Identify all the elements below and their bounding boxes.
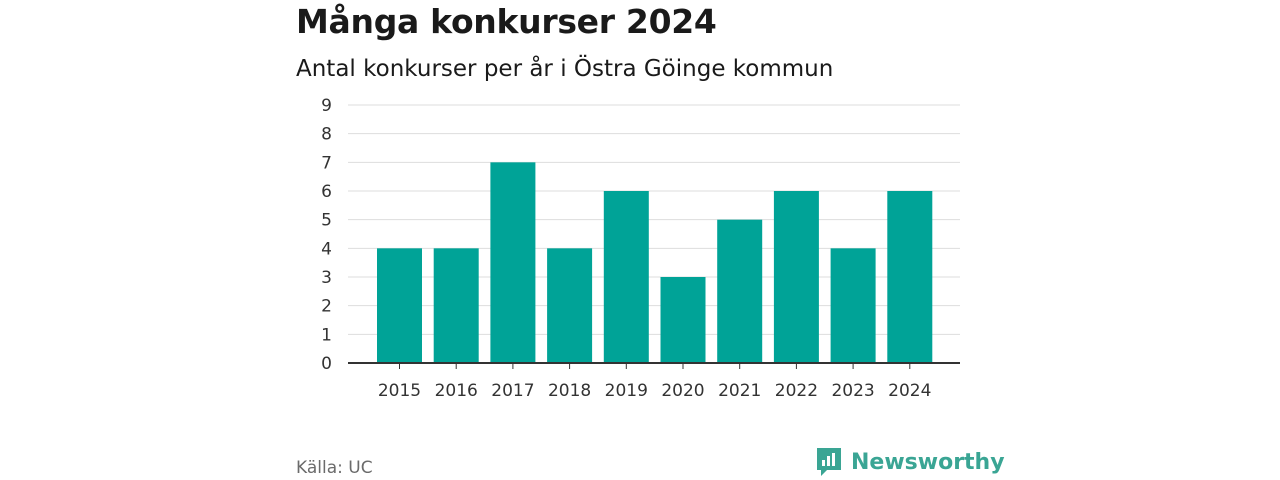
x-tick-label: 2017 — [491, 381, 534, 401]
bar-chart: 0 1 2 3 4 5 6 7 8 9 2015 2016 2017 2018 2019 2020 2021 20… — [321, 96, 960, 401]
x-tick-label: 2023 — [831, 381, 874, 401]
y-tick-label: 9 — [321, 96, 332, 116]
bar — [717, 219, 763, 363]
bar — [773, 191, 819, 363]
bar — [490, 162, 536, 363]
bar — [887, 191, 933, 363]
y-tick-label: 4 — [321, 239, 332, 259]
bar — [433, 248, 479, 363]
y-tick-label: 2 — [321, 297, 332, 317]
chart-subtitle: Antal konkurser per år i Östra Göinge ko… — [296, 56, 834, 82]
y-tick-label: 1 — [321, 325, 332, 345]
x-tick-label: 2015 — [378, 381, 421, 401]
y-tick-label: 6 — [321, 182, 332, 202]
x-tick-label: 2018 — [548, 381, 591, 401]
x-tick-label: 2021 — [718, 381, 761, 401]
newsworthy-logo: Newsworthy — [815, 446, 1005, 478]
bar — [547, 248, 593, 363]
bar — [603, 191, 649, 363]
bar — [660, 277, 706, 363]
chart-title: Många konkurser 2024 — [296, 2, 717, 41]
brand-name: Newsworthy — [851, 449, 1005, 475]
y-tick-label: 3 — [321, 268, 332, 288]
y-tick-label: 5 — [321, 211, 332, 231]
y-tick-label: 0 — [321, 354, 332, 374]
x-tick-label: 2016 — [435, 381, 478, 401]
bar — [830, 248, 876, 363]
x-tick-label: 2022 — [775, 381, 818, 401]
y-tick-label: 7 — [321, 153, 332, 173]
newsworthy-logo-icon — [817, 448, 841, 476]
y-tick-label: 8 — [321, 125, 332, 145]
x-tick-label: 2024 — [888, 381, 931, 401]
bar — [377, 248, 422, 363]
source-note: Källa: UC — [296, 458, 373, 478]
x-tick-label: 2020 — [661, 381, 704, 401]
x-tick-label: 2019 — [605, 381, 648, 401]
